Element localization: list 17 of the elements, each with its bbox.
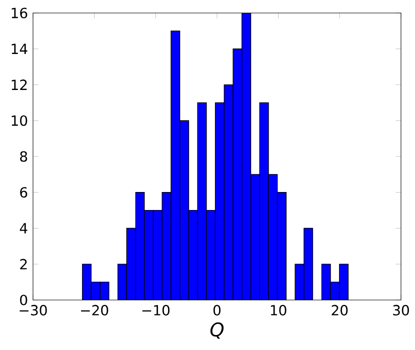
y-tick-label: 2 [20, 258, 27, 270]
y-tick-label: 8 [20, 151, 28, 162]
x-tick-label: 30 [393, 304, 409, 316]
y-tick-label: 4 [20, 223, 28, 234]
x-tick-label: −10 [142, 304, 170, 316]
y-tick-label: 10 [12, 115, 28, 126]
x-axis-title: Q [210, 322, 224, 339]
y-tick-label: 0 [20, 294, 28, 306]
x-tick-label: 10 [270, 304, 286, 316]
x-tick-label: −30 [20, 304, 47, 316]
y-tick-label: 16 [12, 8, 28, 18]
y-tick-label: 14 [12, 44, 28, 54]
x-tick-label: 0 [213, 304, 221, 316]
x-tick-label: −20 [81, 304, 108, 316]
x-tick-label: 20 [332, 304, 348, 316]
y-tick-label: 12 [12, 80, 27, 90]
y-tick-label: 6 [20, 187, 28, 198]
